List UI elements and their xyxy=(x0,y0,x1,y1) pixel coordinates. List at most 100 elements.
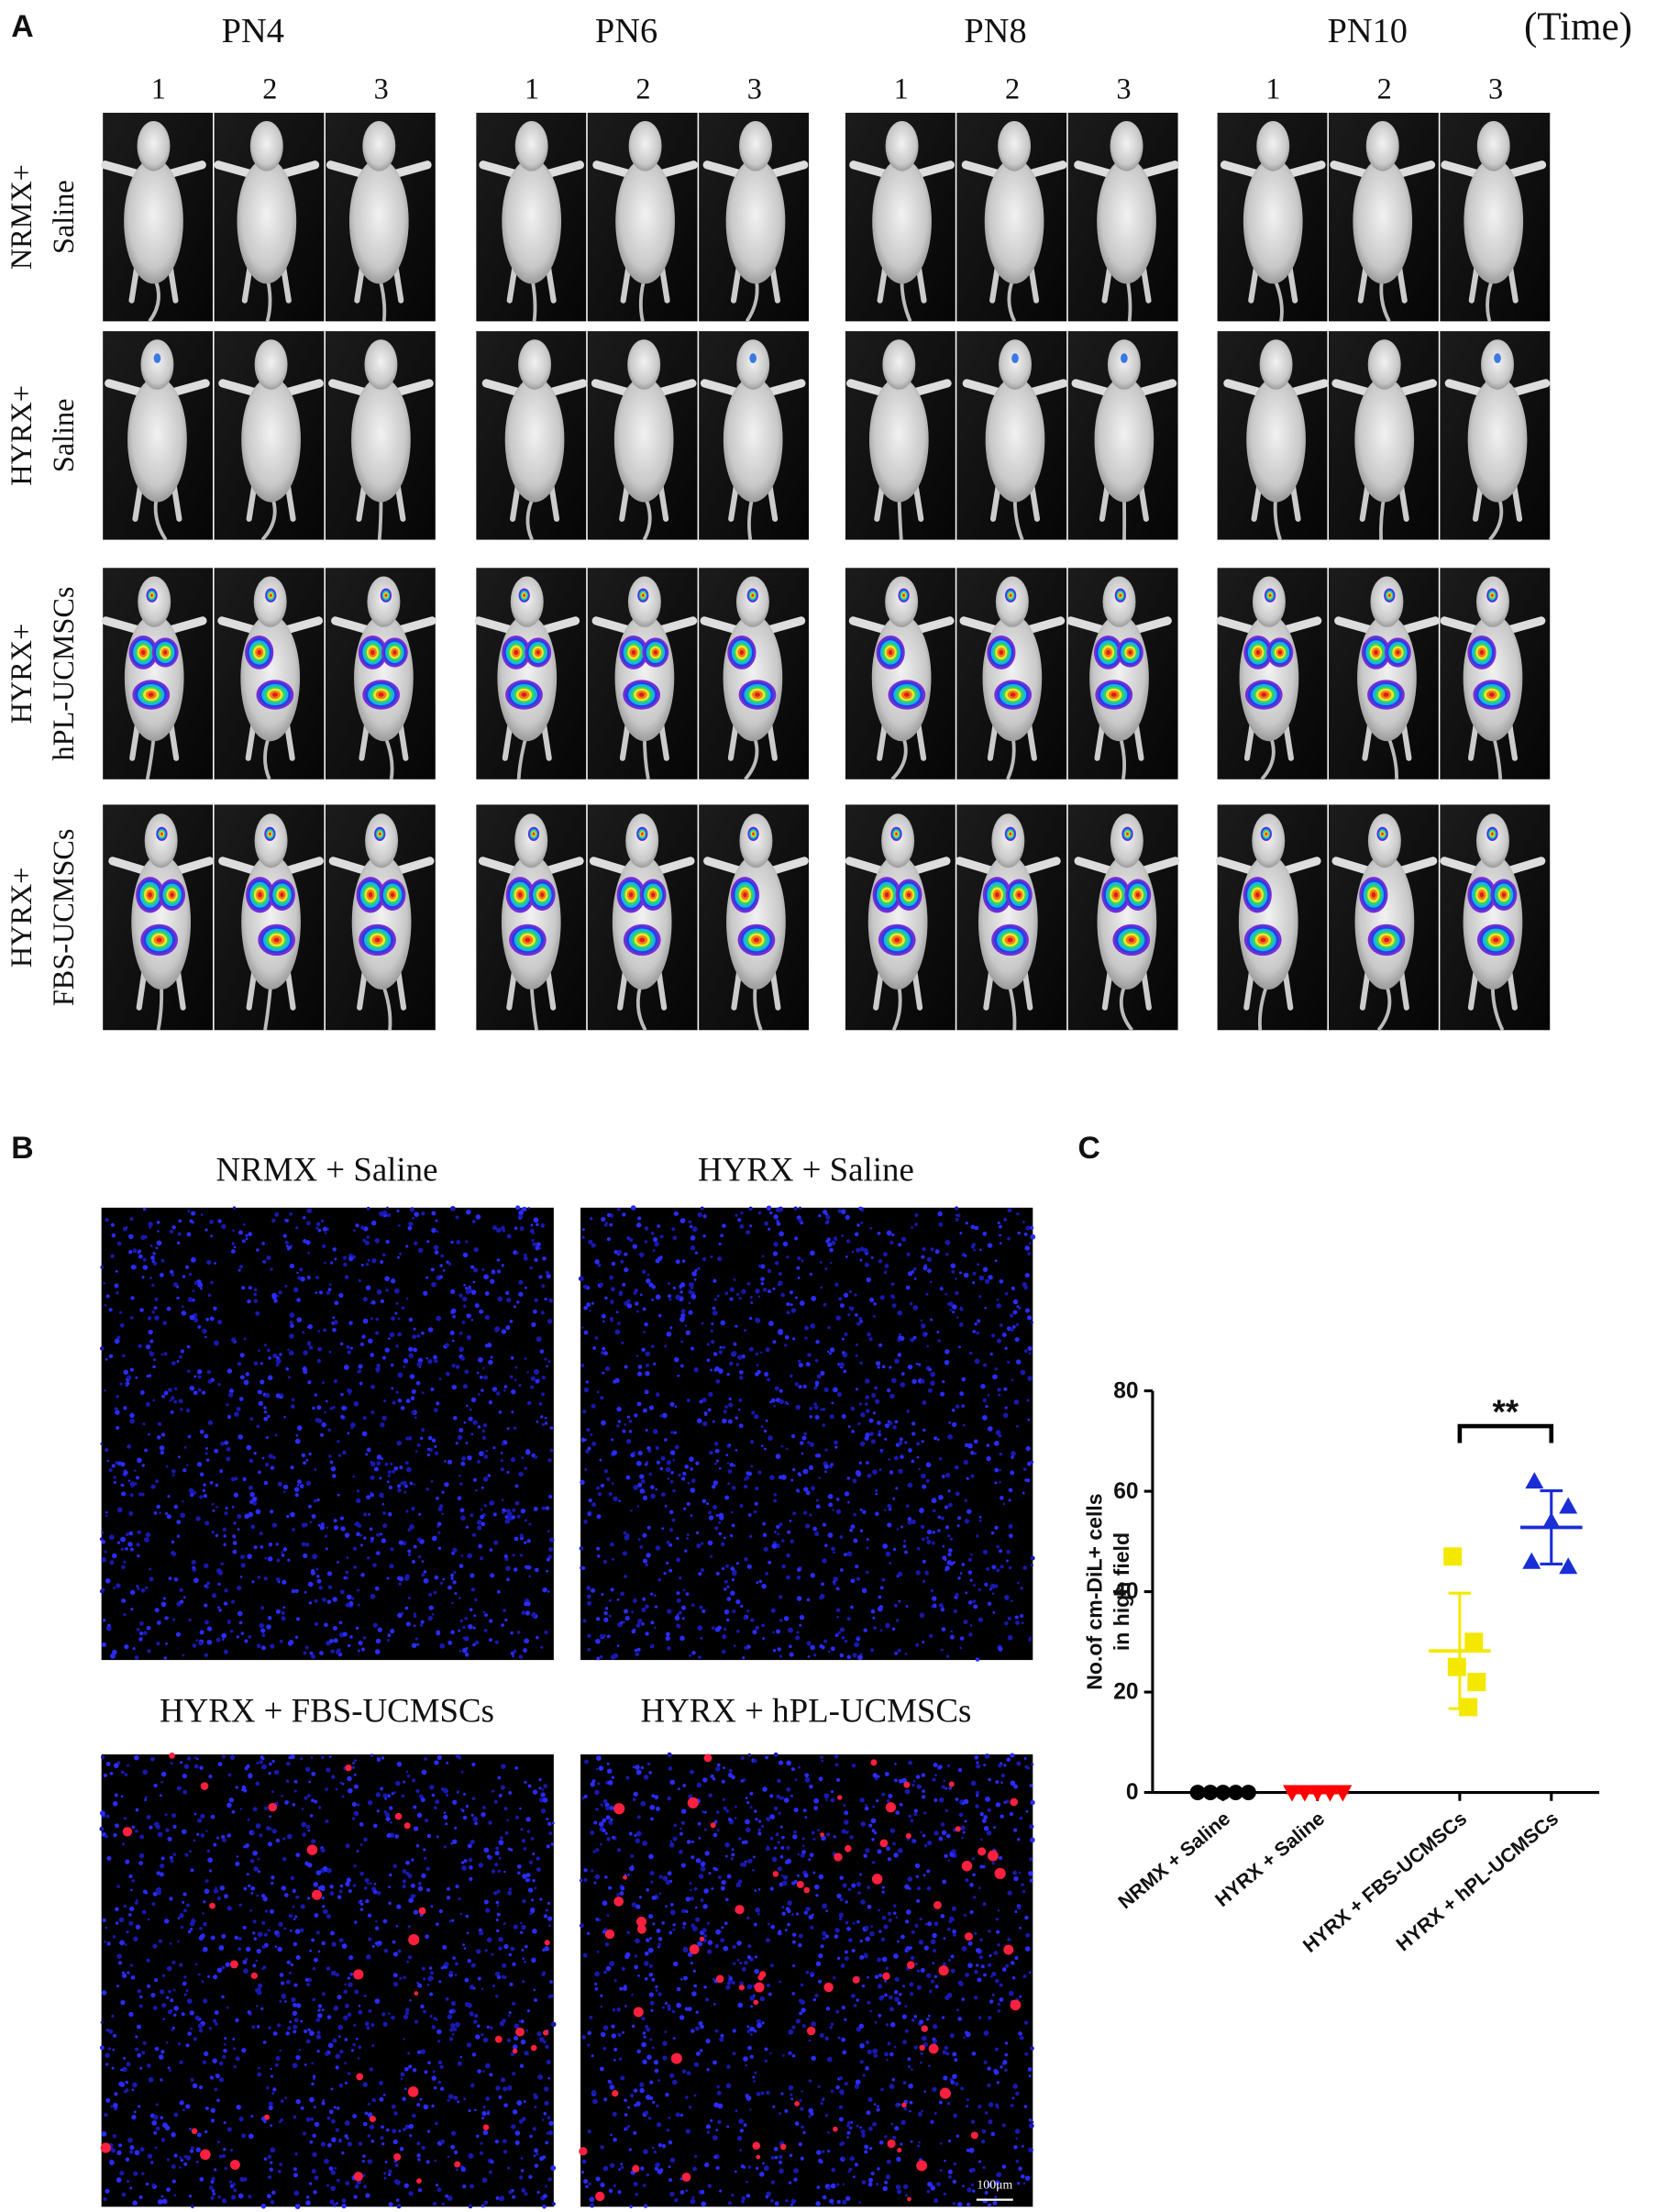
nucleus xyxy=(306,1897,311,1900)
nucleus xyxy=(732,1351,737,1356)
nucleus xyxy=(458,1293,463,1298)
nucleus xyxy=(587,1647,591,1652)
nucleus xyxy=(239,1808,243,1810)
nucleus xyxy=(258,1389,262,1395)
nucleus xyxy=(271,2190,276,2195)
nucleus xyxy=(366,1447,371,1453)
nucleus xyxy=(204,1452,208,1455)
nucleus xyxy=(287,1833,293,1840)
nucleus xyxy=(718,1466,722,1470)
nucleus xyxy=(824,1448,828,1452)
nucleus xyxy=(136,1898,138,1902)
nucleus xyxy=(552,1821,555,1825)
signal-blob xyxy=(1255,891,1260,898)
nucleus xyxy=(353,2023,357,2027)
nucleus xyxy=(768,1560,772,1565)
nucleus xyxy=(544,1630,548,1635)
nucleus xyxy=(992,1374,998,1380)
nucleus xyxy=(827,1243,833,1248)
nucleus xyxy=(347,1432,350,1435)
nucleus xyxy=(509,1982,514,1986)
nucleus xyxy=(1008,1523,1013,1529)
nucleus xyxy=(197,1388,202,1392)
nucleus xyxy=(733,1342,737,1346)
nucleus xyxy=(263,1806,269,1810)
nucleus xyxy=(605,1366,611,1372)
nucleus xyxy=(305,1824,311,1830)
nucleus xyxy=(116,1335,121,1340)
nucleus xyxy=(463,1283,466,1287)
nucleus xyxy=(339,1781,343,1785)
nucleus xyxy=(355,1498,361,1504)
nucleus xyxy=(359,1543,363,1547)
nucleus xyxy=(472,1280,476,1284)
nucleus xyxy=(996,1568,1000,1573)
nucleus xyxy=(460,1355,465,1361)
nucleus xyxy=(201,1980,204,1984)
nucleus xyxy=(411,1642,417,1648)
nucleus xyxy=(796,1631,800,1634)
nucleus xyxy=(375,1317,379,1322)
nucleus xyxy=(439,2064,444,2069)
signal-blob xyxy=(754,937,759,943)
nucleus xyxy=(166,1996,170,2000)
nucleus xyxy=(179,1913,184,1919)
nucleus xyxy=(372,1889,378,1895)
nucleus xyxy=(900,1236,907,1242)
nucleus xyxy=(866,1546,869,1550)
nucleus xyxy=(425,1488,430,1491)
nucleus xyxy=(606,1634,611,1639)
nucleus xyxy=(1020,1587,1023,1590)
nucleus xyxy=(484,1290,490,1296)
nucleus xyxy=(241,1239,246,1244)
nucleus xyxy=(841,1636,845,1640)
nucleus xyxy=(635,1355,639,1357)
nucleus xyxy=(233,2064,237,2069)
body xyxy=(354,614,414,742)
nucleus xyxy=(234,1411,239,1417)
nucleus xyxy=(213,2018,217,2023)
nucleus xyxy=(221,1933,226,1939)
nucleus xyxy=(982,1398,987,1403)
nucleus xyxy=(200,1213,204,1216)
nucleus xyxy=(802,1384,807,1388)
nucleus xyxy=(384,1462,389,1466)
nucleus xyxy=(217,1383,221,1387)
nucleus xyxy=(957,1576,961,1580)
nucleus xyxy=(443,1814,448,1820)
nucleus xyxy=(1004,1406,1008,1410)
nucleus xyxy=(440,1254,445,1258)
nucleus xyxy=(238,1265,243,1269)
nucleus xyxy=(331,1941,337,1947)
nucleus xyxy=(613,1496,618,1502)
nucleus xyxy=(146,1625,151,1631)
nucleus xyxy=(784,1334,790,1340)
nucleus xyxy=(484,1949,488,1952)
nucleus xyxy=(463,1635,469,1642)
nucleus xyxy=(710,1554,713,1558)
nucleus xyxy=(719,1515,724,1521)
nucleus xyxy=(122,1354,126,1357)
nucleus xyxy=(737,1218,742,1222)
nucleus xyxy=(580,1326,584,1329)
nucleus xyxy=(333,1519,337,1523)
signal-blob xyxy=(1501,892,1506,898)
nucleus xyxy=(116,2150,122,2156)
nucleus xyxy=(296,1317,303,1323)
body xyxy=(872,158,932,284)
nucleus xyxy=(538,1401,543,1406)
nucleus xyxy=(533,1217,539,1223)
nucleus xyxy=(870,1439,876,1444)
nucleus xyxy=(385,1816,391,1822)
nucleus xyxy=(784,1400,789,1405)
nucleus xyxy=(281,1554,285,1557)
nucleus xyxy=(893,1603,898,1608)
nucleus xyxy=(158,1939,162,1943)
nucleus xyxy=(338,1889,343,1894)
nucleus xyxy=(600,1633,604,1639)
nucleus xyxy=(754,1501,758,1506)
nucleus xyxy=(214,1340,219,1346)
nucleus xyxy=(522,1957,525,1961)
mouse-image xyxy=(214,568,325,780)
nucleus xyxy=(712,1420,715,1423)
